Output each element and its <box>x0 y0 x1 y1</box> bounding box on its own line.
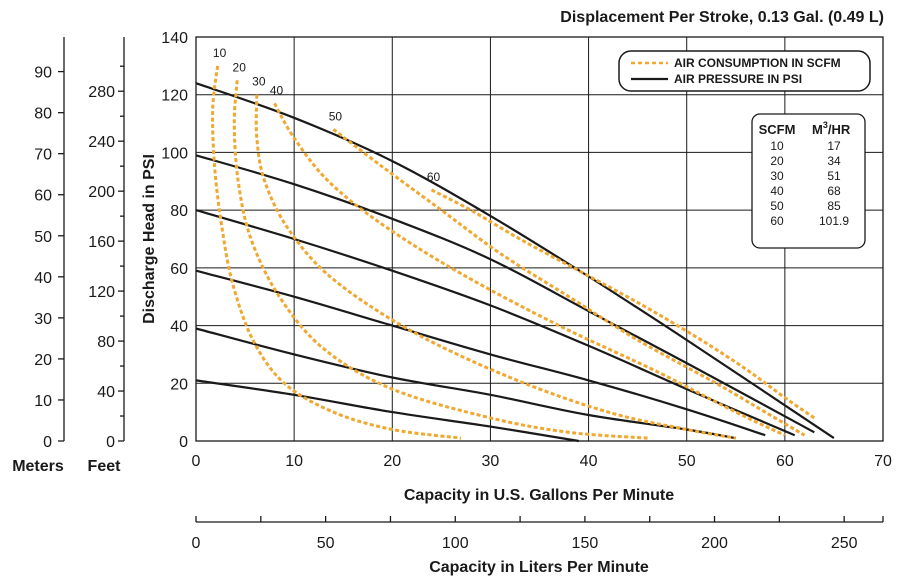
y-tick-label: 0 <box>179 434 188 451</box>
scfm-curve-label: 50 <box>329 109 343 123</box>
table-cell-m3hr: 101.9 <box>819 214 849 228</box>
air-pressure-line <box>195 379 579 443</box>
feet-axis: 0 40 80 120 160 200 240 280 <box>88 37 125 451</box>
air-consumption-curve <box>332 128 806 437</box>
air-consumption-curve <box>211 65 462 440</box>
feet-axis-label: Feet <box>88 458 122 475</box>
table-header-m3hr: M3/HR <box>812 120 851 137</box>
x-tick-labels: 0 10 20 30 40 50 60 70 <box>192 453 892 470</box>
meters-tick-label: 60 <box>34 188 52 205</box>
feet-tick-label: 200 <box>88 184 115 201</box>
table-header-scfm: SCFM <box>759 122 796 137</box>
scfm-curve-label: 20 <box>233 60 247 74</box>
legend-entry-air-pressure: AIR PRESSURE IN PSI <box>674 72 802 86</box>
legend-entry-air-consumption: AIR CONSUMPTION IN SCFM <box>674 56 841 70</box>
y-tick-label: 140 <box>161 30 188 47</box>
table-header-m: M <box>812 122 823 137</box>
meters-tick-label: 70 <box>34 147 52 164</box>
feet-tick-label: 240 <box>88 134 115 151</box>
air-consumption-curve <box>430 188 816 420</box>
table-cell-m3hr: 85 <box>827 199 841 213</box>
feet-tick-label: 120 <box>88 284 115 301</box>
meters-tick-label: 10 <box>34 393 52 410</box>
air-pressure-line <box>195 82 835 440</box>
scfm-conversion-table: SCFM M3/HR 10 17 20 34 30 51 40 68 50 85 60 101.9 <box>751 113 866 249</box>
x-tick-label: 10 <box>285 453 303 470</box>
y-tick-label: 60 <box>170 261 188 278</box>
table-cell-scfm: 40 <box>770 184 784 198</box>
y-tick-label: 40 <box>170 319 188 336</box>
table-cell-m3hr: 68 <box>827 184 841 198</box>
y-axis-label: Discharge Head in PSI <box>141 154 158 324</box>
x-axis-label: Capacity in U.S. Gallons Per Minute <box>404 487 674 504</box>
chart-title: Displacement Per Stroke, 0.13 Gal. (0.49… <box>560 9 884 26</box>
series-labels: 10 20 30 40 50 60 <box>213 46 441 184</box>
legend-box <box>618 50 871 92</box>
liters-tick-label: 250 <box>831 535 858 552</box>
meters-tick-label: 50 <box>34 229 52 246</box>
liters-tick-label: 0 <box>192 535 201 552</box>
table-cell-scfm: 20 <box>770 154 784 168</box>
x-tick-label: 70 <box>874 453 892 470</box>
plot-frame <box>195 36 884 442</box>
meters-tick-label: 20 <box>34 352 52 369</box>
liters-axis-label: Capacity in Liters Per Minute <box>429 559 649 576</box>
x-tick-label: 60 <box>776 453 794 470</box>
meters-axis-label: Meters <box>12 458 64 475</box>
table-cell-scfm: 10 <box>770 139 784 153</box>
meters-axis: 0 10 20 30 40 50 60 70 80 90 <box>34 37 65 451</box>
x-tick-label: 30 <box>482 453 500 470</box>
feet-tick-label: 80 <box>97 334 115 351</box>
liters-tick-label: 100 <box>442 535 469 552</box>
table-header-per-hr: /HR <box>828 122 851 137</box>
scfm-curve-label: 30 <box>252 75 266 89</box>
air-pressure-line <box>195 154 815 434</box>
x-tick-label: 20 <box>383 453 401 470</box>
liters-tick-label: 200 <box>701 535 728 552</box>
air-pressure-line <box>195 209 796 437</box>
x-tick-label: 0 <box>192 453 201 470</box>
y-tick-labels: 0 20 40 60 80 100 120 140 <box>161 30 188 451</box>
table-rows: 10 17 20 34 30 51 40 68 50 85 60 101.9 <box>770 139 849 228</box>
liters-tick-label: 50 <box>317 535 335 552</box>
feet-tick-label: 40 <box>97 384 115 401</box>
liters-tick-label: 150 <box>572 535 599 552</box>
x-tick-label: 50 <box>678 453 696 470</box>
y-tick-label: 100 <box>161 145 188 162</box>
scfm-curve-label: 10 <box>213 46 227 60</box>
meters-tick-label: 80 <box>34 106 52 123</box>
meters-tick-label: 30 <box>34 311 52 328</box>
x-tick-label: 40 <box>580 453 598 470</box>
table-cell-m3hr: 17 <box>827 139 841 153</box>
air-consumption-curve <box>232 80 648 440</box>
table-cell-scfm: 60 <box>770 214 784 228</box>
air-consumption-curve <box>254 94 737 440</box>
conversion-table-box <box>751 113 866 249</box>
y-tick-label: 20 <box>170 376 188 393</box>
table-cell-m3hr: 51 <box>827 169 841 183</box>
y-tick-label: 80 <box>170 203 188 220</box>
table-cell-scfm: 30 <box>770 169 784 183</box>
scfm-curve-label: 40 <box>270 83 284 97</box>
feet-tick-label: 160 <box>88 234 115 251</box>
feet-tick-label: 0 <box>106 434 115 451</box>
meters-tick-label: 0 <box>43 434 52 451</box>
y-tick-label: 120 <box>161 88 188 105</box>
liters-axis: 0 50 100 150 200 250 <box>192 516 884 552</box>
series-layer <box>195 65 835 443</box>
meters-tick-label: 40 <box>34 270 52 287</box>
table-cell-m3hr: 34 <box>827 154 841 168</box>
scfm-curve-label: 60 <box>427 170 441 184</box>
table-header-superscript-3: 3 <box>823 120 828 130</box>
air-pressure-line <box>195 269 766 437</box>
table-cell-scfm: 50 <box>770 199 784 213</box>
feet-tick-label: 280 <box>88 84 115 101</box>
meters-tick-label: 90 <box>34 65 52 82</box>
legend: AIR CONSUMPTION IN SCFM AIR PRESSURE IN … <box>618 50 871 92</box>
air-consumption-curve <box>273 102 786 437</box>
